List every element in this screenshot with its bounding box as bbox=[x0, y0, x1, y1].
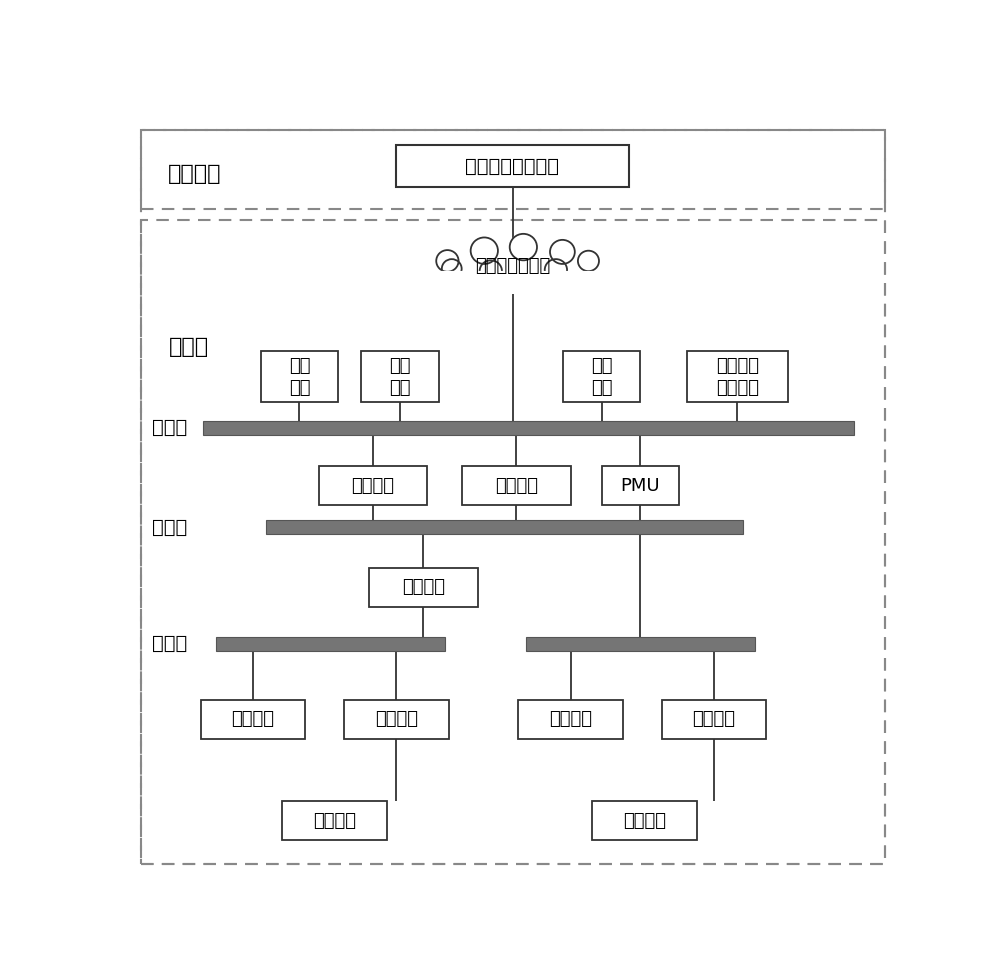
FancyBboxPatch shape bbox=[687, 351, 788, 403]
Circle shape bbox=[578, 251, 599, 272]
FancyBboxPatch shape bbox=[662, 700, 766, 739]
Text: 合并单元: 合并单元 bbox=[231, 710, 274, 728]
Text: 调度中心: 调度中心 bbox=[168, 164, 222, 185]
Text: 一次设备: 一次设备 bbox=[623, 812, 666, 829]
FancyBboxPatch shape bbox=[203, 421, 854, 435]
Circle shape bbox=[545, 259, 567, 280]
Circle shape bbox=[550, 240, 575, 264]
Text: 站控层: 站控层 bbox=[152, 418, 188, 438]
FancyBboxPatch shape bbox=[602, 466, 679, 505]
FancyBboxPatch shape bbox=[415, 273, 610, 294]
Text: 合并单元: 合并单元 bbox=[549, 710, 592, 728]
Text: 变电站: 变电站 bbox=[168, 337, 209, 357]
Text: 保护装置: 保护装置 bbox=[402, 578, 445, 596]
Text: 测控装置: 测控装置 bbox=[352, 477, 394, 495]
Text: 监控
主机: 监控 主机 bbox=[389, 357, 411, 397]
FancyBboxPatch shape bbox=[261, 351, 338, 403]
FancyBboxPatch shape bbox=[526, 637, 755, 651]
FancyBboxPatch shape bbox=[462, 466, 571, 505]
Text: 电力调度数据网: 电力调度数据网 bbox=[475, 257, 550, 276]
Text: 间隔层: 间隔层 bbox=[152, 518, 188, 536]
FancyBboxPatch shape bbox=[282, 801, 387, 840]
Circle shape bbox=[471, 237, 498, 264]
Circle shape bbox=[480, 260, 502, 282]
FancyBboxPatch shape bbox=[518, 700, 623, 739]
Circle shape bbox=[510, 234, 537, 260]
Text: 五防
系统: 五防 系统 bbox=[591, 357, 612, 397]
Circle shape bbox=[436, 250, 459, 272]
Bar bbox=[140, 220, 885, 864]
FancyBboxPatch shape bbox=[563, 351, 640, 403]
Text: 智能终端: 智能终端 bbox=[692, 710, 736, 728]
Circle shape bbox=[442, 259, 462, 278]
FancyBboxPatch shape bbox=[216, 637, 445, 651]
FancyBboxPatch shape bbox=[396, 146, 629, 187]
Text: 时钟
系统: 时钟 系统 bbox=[289, 357, 310, 397]
FancyBboxPatch shape bbox=[361, 351, 439, 403]
FancyBboxPatch shape bbox=[592, 801, 697, 840]
FancyBboxPatch shape bbox=[201, 700, 305, 739]
Text: 一次设备: 一次设备 bbox=[313, 812, 356, 829]
Text: 安自装置: 安自装置 bbox=[495, 477, 538, 495]
Bar bbox=[140, 130, 885, 209]
Text: PMU: PMU bbox=[621, 477, 660, 495]
Text: 继电保护
管理模块: 继电保护 管理模块 bbox=[716, 357, 759, 397]
FancyBboxPatch shape bbox=[266, 521, 743, 534]
Text: 过程层: 过程层 bbox=[152, 634, 188, 654]
FancyBboxPatch shape bbox=[319, 466, 427, 505]
FancyBboxPatch shape bbox=[369, 568, 478, 607]
Text: 智能终端: 智能终端 bbox=[375, 710, 418, 728]
FancyBboxPatch shape bbox=[344, 700, 449, 739]
Text: 电网调度控制系统: 电网调度控制系统 bbox=[466, 156, 560, 176]
